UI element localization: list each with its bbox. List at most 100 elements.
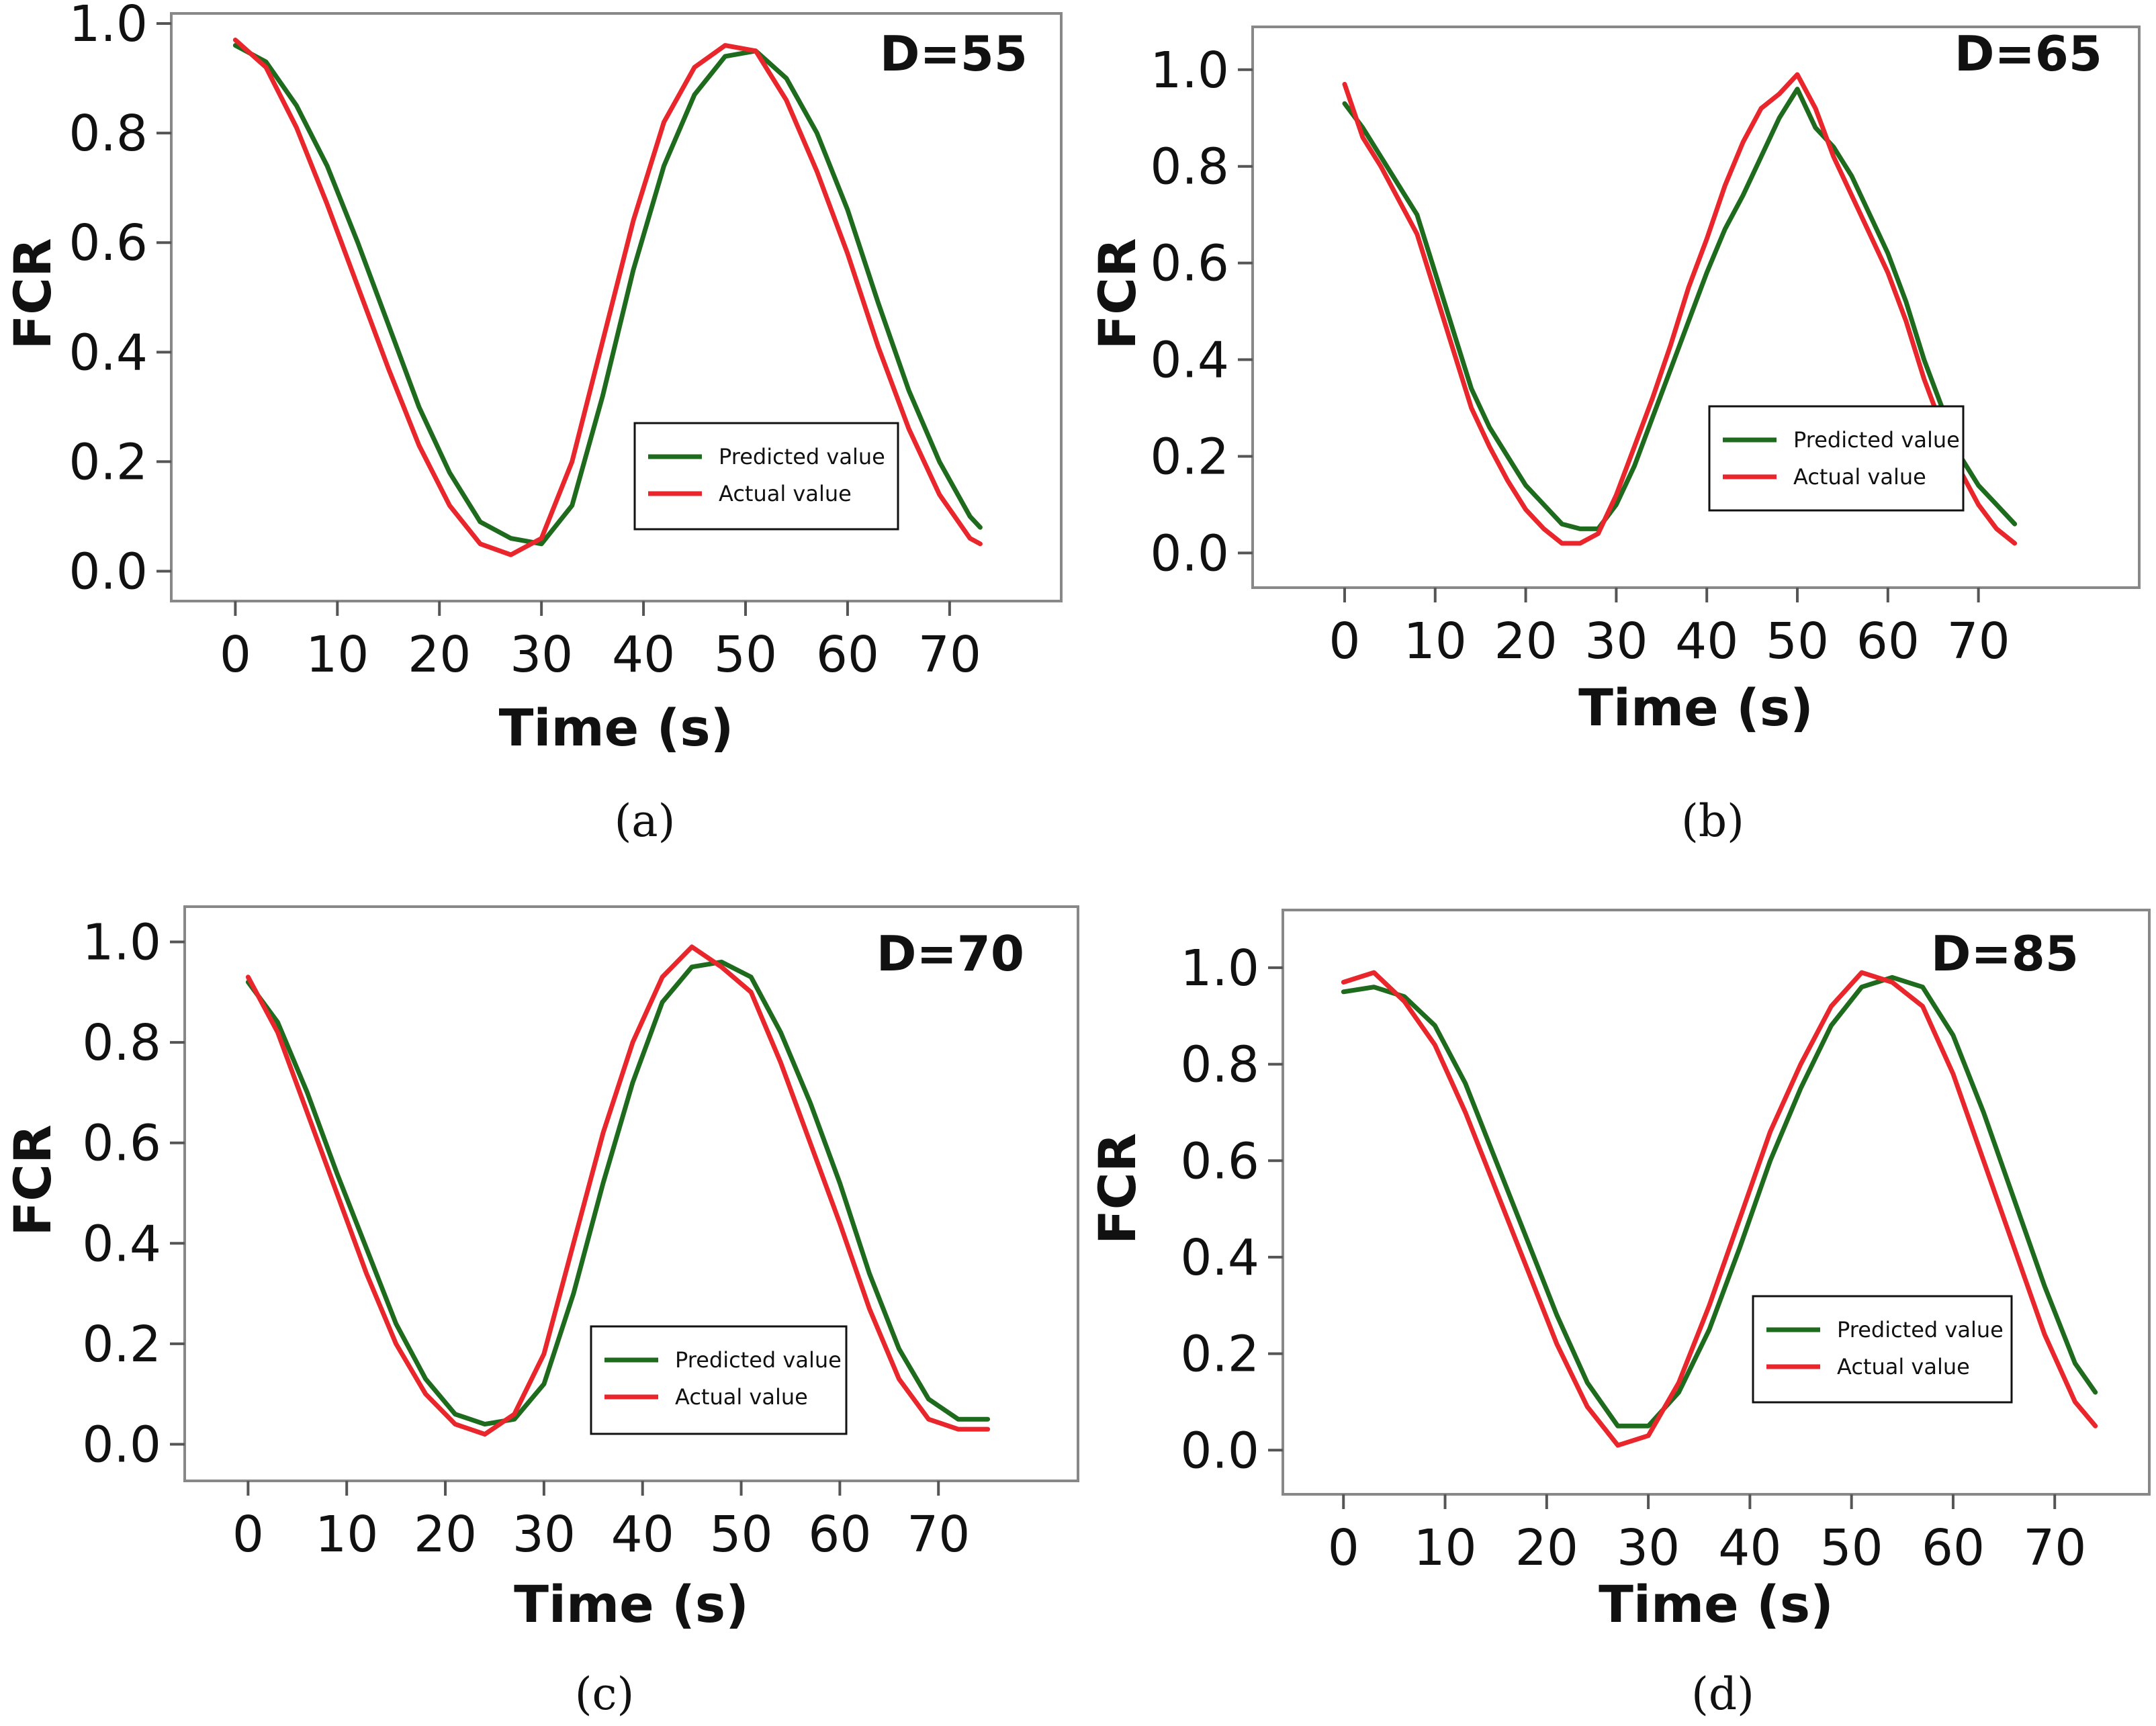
legend: Predicted value Actual value	[590, 1325, 848, 1435]
panel-caption: (b)	[1681, 795, 1744, 847]
actual-series-line	[245, 944, 991, 1437]
x-tick-label: 10	[315, 1506, 378, 1563]
x-tick-label: 50	[1820, 1519, 1883, 1577]
y-axis-label: FCR	[3, 238, 62, 349]
x-tick-label: 60	[1922, 1519, 1985, 1577]
y-tick-label: 0.4	[82, 1215, 161, 1273]
x-tick-label: 10	[306, 626, 369, 684]
y-tick-label: 0.2	[69, 433, 148, 491]
y-tick-label: 1.0	[1150, 42, 1229, 99]
y-tick-label: 0.0	[1180, 1422, 1259, 1480]
legend-box	[633, 422, 899, 531]
x-tick-label: 60	[808, 1506, 871, 1563]
y-tick-label: 0.0	[82, 1416, 161, 1474]
plot-frame	[170, 12, 1063, 602]
x-tick-label: 50	[709, 1506, 772, 1563]
y-axis-label: FCR	[1087, 1133, 1147, 1244]
x-tick-label: 30	[512, 1506, 576, 1563]
x-tick-label: 40	[612, 626, 675, 684]
y-tick-label: 0.0	[1150, 525, 1229, 582]
panel-b: 0 10 20 30 40 50 60 70 0.0 0.2 0.4 0.6 0.8 1.0 Time (s…	[1087, 26, 2141, 847]
x-tick-label: 20	[414, 1506, 477, 1563]
x-axis-label: Time (s)	[1599, 1574, 1834, 1634]
x-tick-label: 20	[408, 626, 471, 684]
x-tick-label: 20	[1515, 1519, 1578, 1577]
x-tick-label: 60	[816, 626, 879, 684]
y-tick-label: 0.8	[69, 105, 148, 163]
x-axis-label: Time (s)	[514, 1574, 749, 1634]
x-tick-label: 30	[1584, 612, 1648, 670]
legend-label-predicted: Predicted value	[1837, 1317, 2004, 1343]
panel-caption: (d)	[1691, 1668, 1754, 1720]
panel-annotation: D=85	[1931, 925, 2079, 982]
x-tick-label: 50	[714, 626, 777, 684]
predicted-series-line	[245, 959, 991, 1427]
predicted-series-line	[232, 43, 983, 547]
y-tick-label: 0.6	[1180, 1132, 1259, 1190]
y-tick-label: 0.6	[69, 214, 148, 272]
y-axis-label: FCR	[3, 1124, 62, 1236]
panel-a: 0 10 20 30 40 50 60 70 0.0 0.2 0.4 0.6 0.8 1.0 Time (s…	[3, 0, 1063, 847]
x-tick-label: 0	[220, 626, 251, 684]
x-tick-label: 70	[1947, 612, 2010, 670]
y-tick-label: 0.2	[1180, 1326, 1259, 1383]
x-axis-label: Time (s)	[1578, 678, 1813, 737]
plot-frame	[1251, 26, 2141, 589]
x-tick-label: 70	[2023, 1519, 2086, 1577]
y-tick-label: 0.8	[1150, 138, 1229, 196]
x-tick-label: 30	[510, 626, 573, 684]
legend-box	[1752, 1295, 2013, 1404]
panel-caption: (a)	[615, 795, 676, 847]
x-tick-label: 20	[1494, 612, 1557, 670]
x-tick-label: 0	[1328, 1519, 1359, 1577]
y-tick-label: 0.0	[69, 543, 148, 601]
y-tick-label: 1.0	[69, 0, 148, 53]
legend-box	[1708, 405, 1965, 512]
x-tick-label: 0	[1329, 612, 1360, 670]
x-tick-label: 60	[1856, 612, 1920, 670]
y-tick-label: 0.6	[1150, 235, 1229, 293]
x-tick-label: 70	[907, 1506, 970, 1563]
x-tick-label: 10	[1413, 1519, 1476, 1577]
legend: Predicted value Actual value	[1708, 405, 1965, 512]
x-tick-label: 70	[918, 626, 981, 684]
x-tick-label: 40	[1718, 1519, 1781, 1577]
actual-series-line	[232, 38, 983, 557]
y-tick-label: 0.4	[69, 324, 148, 381]
x-tick-label: 30	[1617, 1519, 1680, 1577]
panel-c: 0 10 20 30 40 50 60 70 0.0 0.2 0.4 0.6 0.8 1.0 Time (s…	[3, 905, 1079, 1720]
actual-series-line	[1341, 970, 2098, 1448]
panel-annotation: D=70	[877, 925, 1024, 982]
y-tick-label: 1.0	[1180, 940, 1259, 997]
y-tick-label: 0.8	[1180, 1036, 1259, 1094]
y-tick-label: 1.0	[82, 913, 161, 971]
legend-box	[590, 1325, 848, 1435]
x-tick-label: 10	[1404, 612, 1467, 670]
predicted-series-line	[1341, 974, 2098, 1428]
legend-label-predicted: Predicted value	[675, 1347, 842, 1373]
plot-frame	[183, 905, 1079, 1482]
panel-annotation: D=65	[1955, 26, 2102, 82]
panel-annotation: D=55	[880, 26, 1028, 82]
legend-label-predicted: Predicted value	[1793, 427, 1960, 453]
plot-frame	[1282, 909, 2151, 1496]
y-tick-label: 0.6	[82, 1115, 161, 1173]
legend: Predicted value Actual value	[1752, 1295, 2013, 1404]
legend-label-actual: Actual value	[675, 1384, 808, 1410]
legend-label-actual: Actual value	[719, 481, 852, 506]
y-tick-label: 0.8	[82, 1014, 161, 1072]
legend-label-actual: Actual value	[1837, 1354, 1970, 1379]
y-tick-label: 0.4	[1180, 1229, 1259, 1287]
y-tick-label: 0.4	[1150, 332, 1229, 390]
x-tick-label: 0	[232, 1506, 264, 1563]
y-tick-label: 0.2	[1150, 428, 1229, 486]
legend-label-actual: Actual value	[1793, 464, 1926, 490]
actual-series-line	[1342, 72, 2018, 546]
x-tick-label: 40	[1675, 612, 1738, 670]
x-tick-label: 40	[611, 1506, 674, 1563]
y-tick-label: 0.2	[82, 1316, 161, 1373]
predicted-series-line	[1342, 87, 2018, 531]
y-axis-label: FCR	[1087, 238, 1147, 349]
x-axis-label: Time (s)	[499, 698, 734, 758]
